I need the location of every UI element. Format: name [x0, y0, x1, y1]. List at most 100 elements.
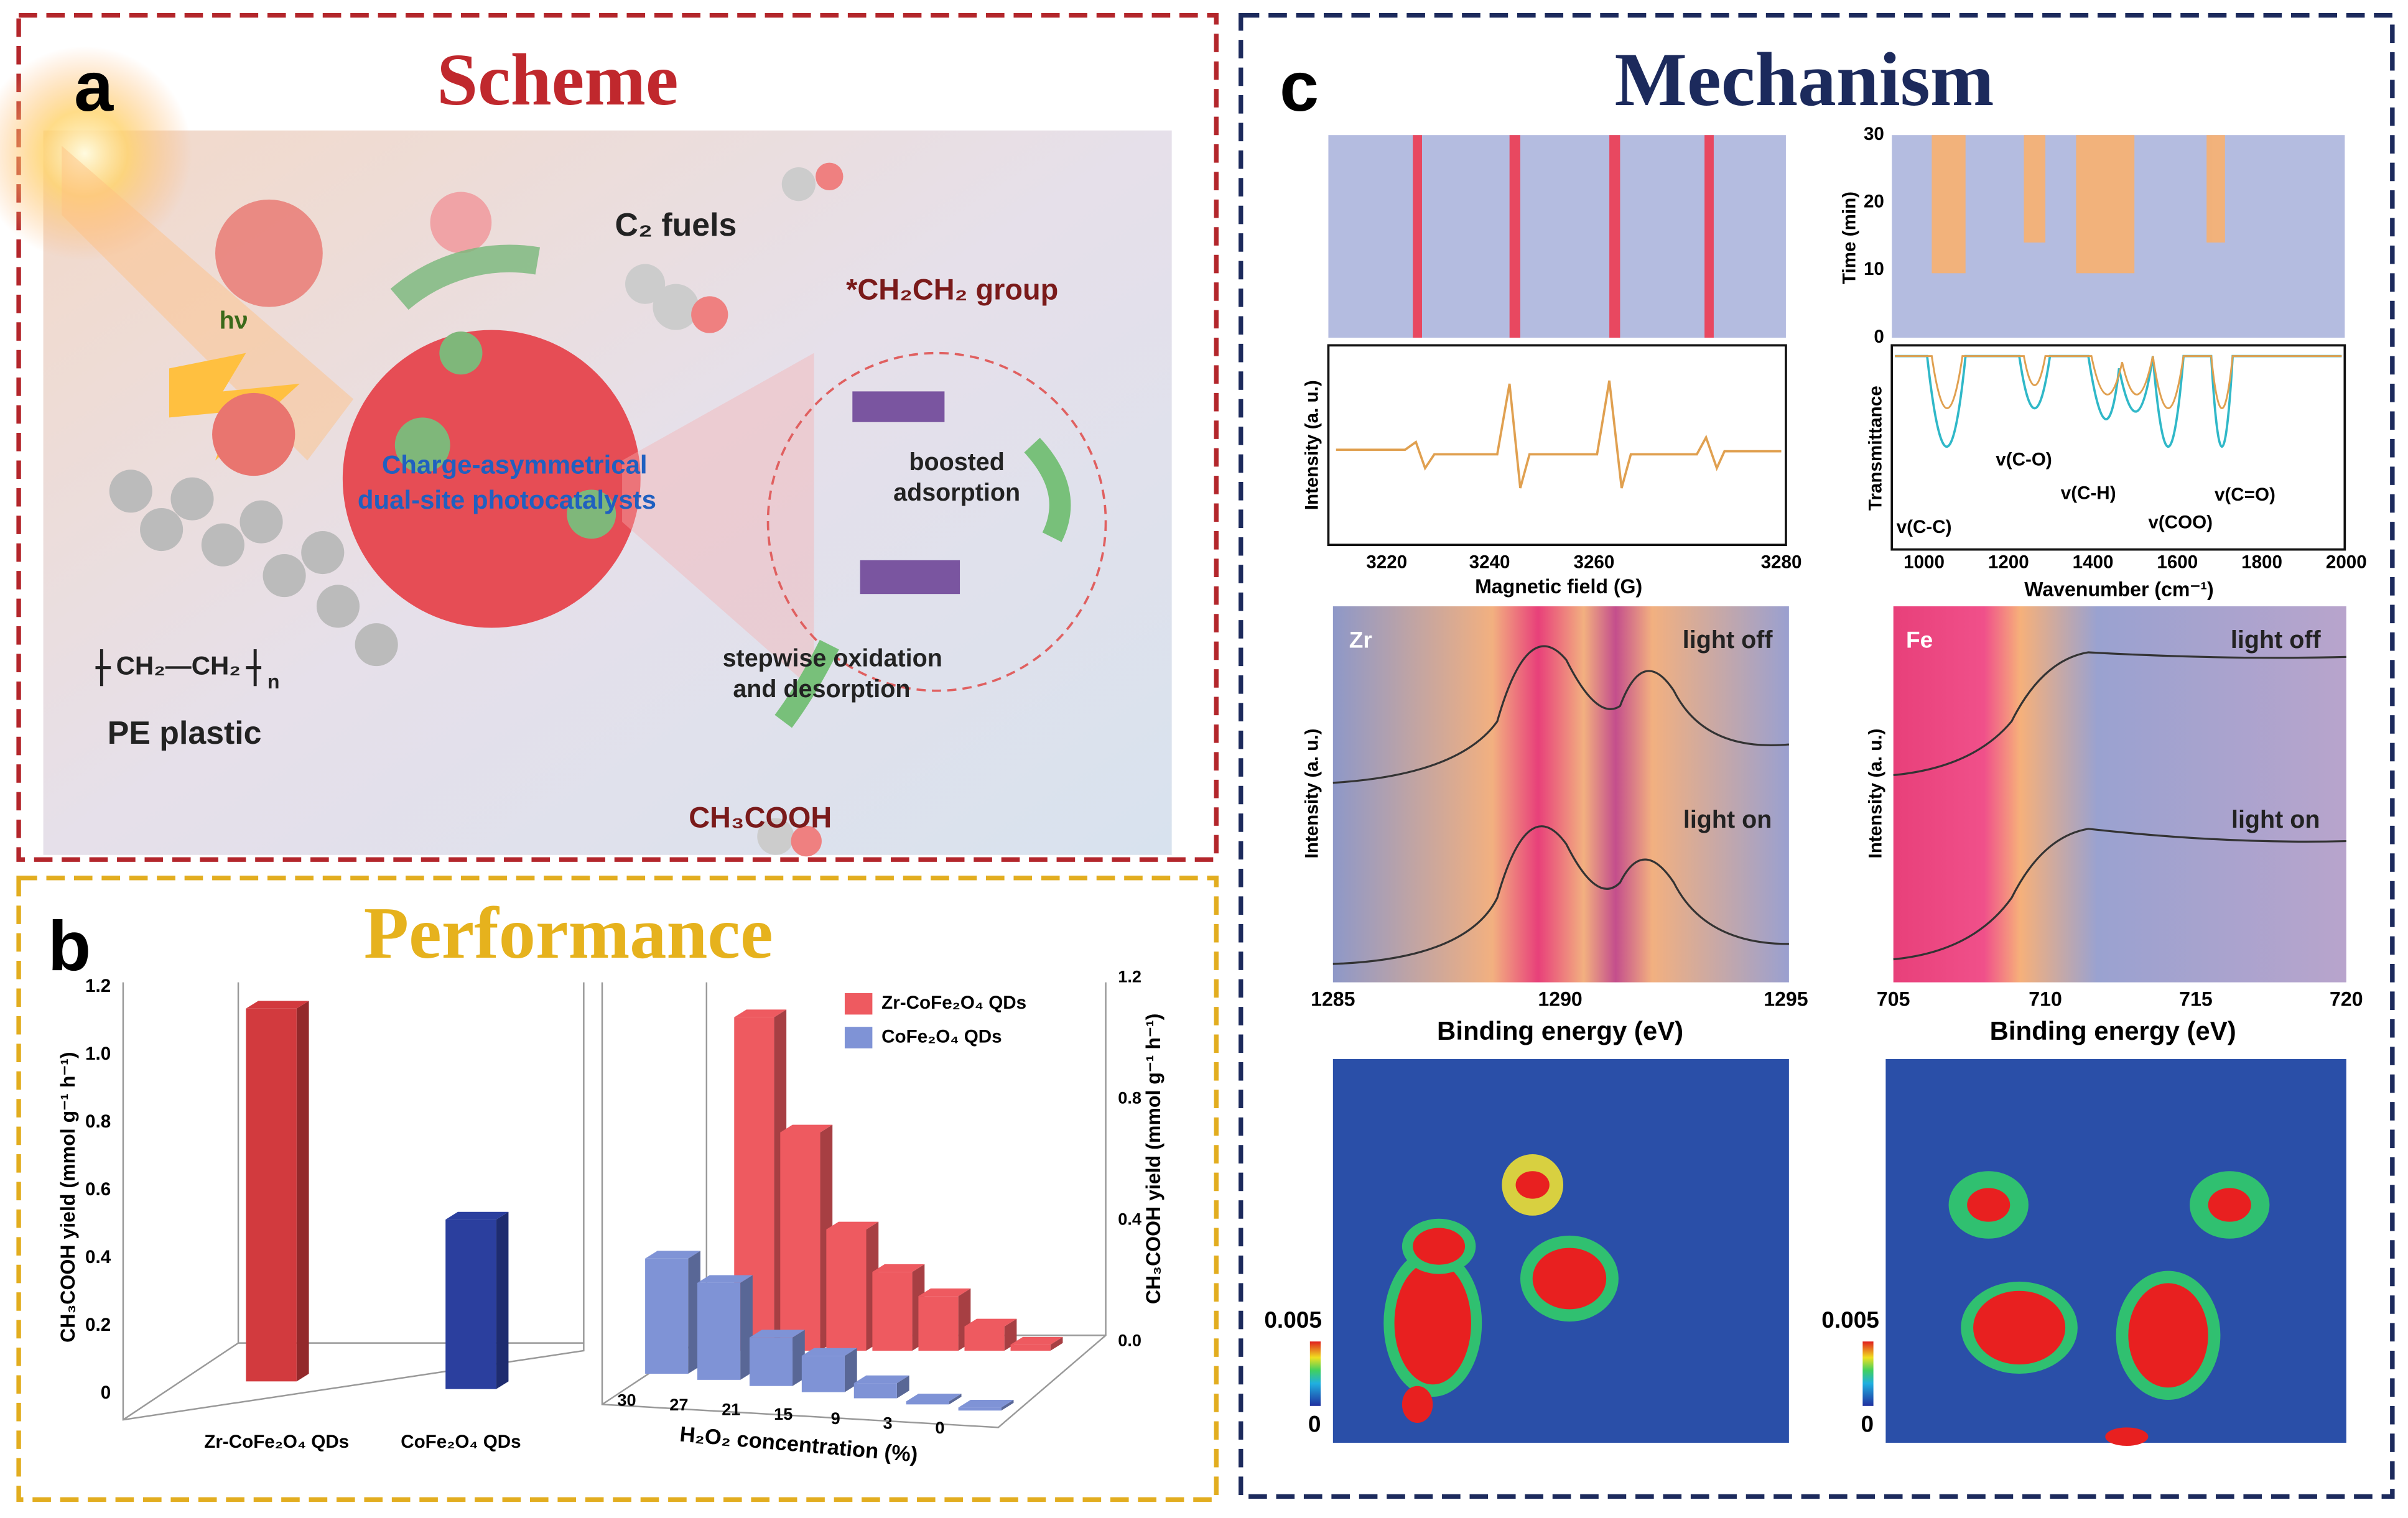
ftir-trace	[1895, 355, 2342, 410]
legend-label: Zr-CoFe₂O₄ QDs	[881, 993, 1026, 1013]
bar-top	[906, 1394, 962, 1402]
heatmap-stripes	[1413, 135, 1714, 338]
axis-label: CH₃COOH yield (mmol g⁻¹ h⁻¹)	[1142, 1014, 1164, 1304]
arrow	[774, 639, 839, 728]
bar-side	[844, 1348, 857, 1392]
y-tick-label: 1.2	[1118, 966, 1141, 986]
y-tick-label: 10	[1864, 259, 1884, 279]
epr-trace	[1336, 380, 1782, 489]
x-tick-label: 3260	[1573, 552, 1614, 573]
bar	[853, 1383, 897, 1399]
panel-letter: c	[1280, 47, 1319, 126]
label: n	[267, 670, 280, 693]
x-tick-label: 720	[2330, 988, 2363, 1011]
x-tick-label: 1290	[1538, 988, 1582, 1011]
heatmap-bands	[1932, 135, 2225, 274]
particle	[212, 392, 295, 476]
x-tick-label: 15	[774, 1404, 793, 1423]
site	[394, 417, 450, 473]
site	[439, 331, 483, 375]
density-blobs	[1948, 1171, 2270, 1446]
x-tick-label: 1800	[2241, 552, 2282, 573]
y-tick-label: 0.4	[1118, 1209, 1141, 1228]
bar-top	[958, 1400, 1014, 1408]
label: Fe	[1906, 626, 1933, 652]
ftir-trace	[1895, 354, 2342, 448]
label: adsorption	[893, 479, 1020, 506]
xps-map	[1332, 606, 1789, 983]
y-tick-label: 0	[101, 1382, 111, 1403]
x-tick-label: 1295	[1764, 988, 1808, 1011]
bar	[246, 1008, 297, 1382]
x-tick-label: 3240	[1469, 552, 1510, 573]
axis-label: Intensity (a. u.)	[1302, 729, 1323, 859]
panel-border	[1239, 12, 2395, 1499]
x-tick-label: Zr-CoFe₂O₄ QDs	[204, 1432, 349, 1452]
colorbar	[1309, 1341, 1321, 1406]
axis-label: CH₃COOH yield (mmol g⁻¹ h⁻¹)	[57, 1052, 79, 1342]
xps-trace	[1332, 825, 1789, 965]
panel-title: Performance	[364, 892, 773, 974]
plot-frame	[1327, 344, 1787, 547]
bar	[749, 1337, 793, 1386]
bar	[918, 1296, 959, 1351]
particle	[430, 192, 492, 254]
y-tick-label: 30	[1864, 124, 1884, 144]
label: hν	[220, 307, 248, 335]
axis-label: Intensity (a. u.)	[1865, 729, 1885, 859]
x-tick-label: 21	[722, 1399, 740, 1418]
bar-side	[1001, 1400, 1014, 1411]
band-label: v(C-H)	[2061, 483, 2116, 504]
y-tick-label: 1.2	[85, 976, 111, 996]
arrow	[1024, 437, 1071, 542]
colorbar-label: 0.005	[1264, 1307, 1322, 1333]
bar-top	[697, 1275, 753, 1283]
x-tick-label: 1200	[1988, 552, 2029, 573]
surface	[852, 391, 945, 422]
label: light on	[1683, 806, 1772, 833]
zoom	[622, 353, 814, 691]
bar-top	[780, 1124, 833, 1133]
band-label: v(C=O)	[2215, 484, 2276, 505]
bar	[445, 1219, 496, 1389]
colorbar-label: 0	[1308, 1411, 1321, 1437]
photocatalyst	[342, 330, 641, 628]
x-tick-label: 715	[2179, 988, 2213, 1011]
x-tick-label: 3280	[1761, 552, 1802, 573]
label: CH₂—CH₂	[116, 651, 241, 680]
band-label: v(COO)	[2148, 512, 2213, 532]
y-tick-label: 0.8	[85, 1111, 111, 1132]
bar	[964, 1326, 1005, 1351]
x-tick-label: 0	[935, 1418, 944, 1437]
zoom-circle	[766, 351, 1107, 692]
bar-top	[1010, 1336, 1063, 1345]
x-tick-label: 1600	[2157, 552, 2198, 573]
axis-label: Binding energy (eV)	[1437, 1016, 1683, 1045]
bar-top	[246, 1001, 309, 1009]
y-tick-label: 0.8	[1118, 1088, 1141, 1107]
axis-label: Binding energy (eV)	[1990, 1016, 2236, 1045]
polymer-chain	[109, 470, 398, 667]
bar-top	[853, 1375, 909, 1384]
y-tick-label: 0.4	[85, 1247, 111, 1267]
legend-swatch	[844, 993, 873, 1015]
y-tick-label: 20	[1864, 192, 1884, 212]
xps-trace	[1332, 645, 1790, 784]
bar-side	[1050, 1336, 1063, 1351]
molecule	[625, 162, 844, 857]
panel-letter: a	[74, 47, 114, 126]
bar	[826, 1229, 867, 1351]
bar-side	[496, 1211, 509, 1389]
label: light off	[1683, 626, 1773, 654]
x-tick-label: 705	[1877, 988, 1910, 1011]
panel-border	[16, 12, 1219, 862]
x-tick-label: 2000	[2326, 552, 2367, 573]
label: *CH₂CH₂ group	[846, 273, 1058, 305]
site	[567, 489, 616, 539]
bar-top	[749, 1330, 805, 1338]
bar	[958, 1407, 1002, 1411]
axis-label: Time (min)	[1839, 192, 1859, 284]
panel-title: Mechanism	[1615, 37, 1994, 122]
bar-side	[896, 1375, 909, 1399]
bar	[801, 1356, 845, 1392]
